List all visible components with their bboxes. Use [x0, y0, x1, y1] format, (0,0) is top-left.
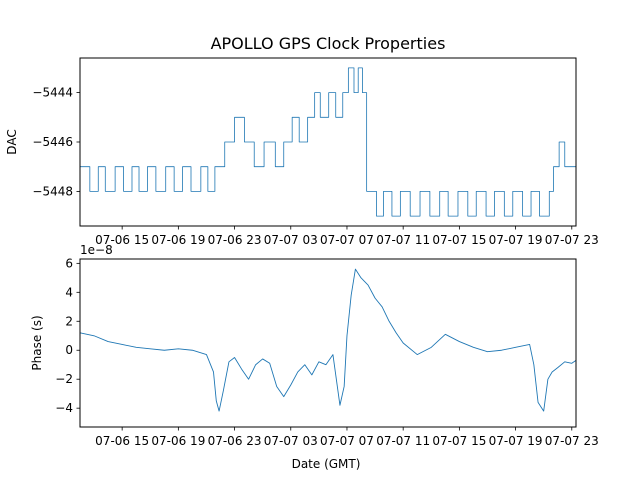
dac-x-tick-label: 07-06 15 — [95, 233, 149, 247]
dac-y-ticks: −5448 −5446 −5444 — [32, 86, 80, 198]
dac-series-line-0 — [80, 67, 576, 217]
phase-scale-label: 1e−8 — [80, 243, 113, 257]
dac-y-axis-label: DAC — [5, 129, 19, 154]
phase-x-tick-label: 07-06 23 — [208, 434, 262, 448]
phase-y-tick-label: 4 — [65, 285, 73, 299]
dac-x-tick-label: 07-07 11 — [376, 233, 430, 247]
dac-x-tick-label: 07-07 19 — [489, 233, 543, 247]
dac-x-tick-label: 07-06 19 — [151, 233, 205, 247]
dac-x-tick-label: 07-07 03 — [264, 233, 318, 247]
phase-x-tick-label: 07-07 07 — [320, 434, 374, 448]
dac-axes: −5448 −5446 −5444 07-06 15 07-06 19 07-06 23… — [5, 57, 599, 247]
dac-x-tick-label: 07-07 07 — [320, 233, 374, 247]
dac-y-tick-label: −5448 — [32, 184, 73, 198]
dac-x-tick-label: 07-07 23 — [545, 233, 599, 247]
figure-title: APOLLO GPS Clock Properties — [211, 34, 446, 53]
dac-plot-frame — [79, 57, 577, 227]
phase-y-axis-label: Phase (s) — [30, 315, 44, 370]
phase-series-line-0 — [79, 268, 577, 412]
phase-y-tick-label: 6 — [65, 256, 73, 270]
phase-y-tick-label: 2 — [65, 314, 73, 328]
phase-x-tick-label: 07-07 23 — [545, 434, 599, 448]
dac-line-layer — [80, 67, 576, 217]
phase-line-layer — [79, 268, 577, 412]
x-axis-label: Date (GMT) — [292, 457, 361, 471]
phase-y-tick-label: −4 — [55, 401, 73, 415]
dac-x-tick-label: 07-07 15 — [432, 233, 486, 247]
phase-x-ticks: 07-06 15 07-06 19 07-06 23 07-07 03 07-07 07… — [95, 427, 599, 448]
phase-y-tick-label: −2 — [55, 372, 73, 386]
phase-y-ticks: −4 −2 0 2 4 6 — [55, 256, 80, 415]
phase-x-tick-label: 07-07 11 — [376, 434, 430, 448]
dac-x-tick-label: 07-06 23 — [208, 233, 262, 247]
phase-x-tick-label: 07-07 15 — [432, 434, 486, 448]
phase-plot-frame — [79, 258, 577, 428]
dac-y-tick-label: −5444 — [32, 86, 73, 100]
dac-y-tick-label: −5446 — [32, 135, 73, 149]
phase-x-tick-label: 07-07 03 — [264, 434, 318, 448]
phase-y-tick-label: 0 — [65, 343, 73, 357]
dac-x-ticks: 07-06 15 07-06 19 07-06 23 07-07 03 07-07 07… — [95, 226, 599, 247]
phase-x-tick-label: 07-06 15 — [95, 434, 149, 448]
phase-x-tick-label: 07-06 19 — [151, 434, 205, 448]
phase-x-tick-label: 07-07 19 — [489, 434, 543, 448]
